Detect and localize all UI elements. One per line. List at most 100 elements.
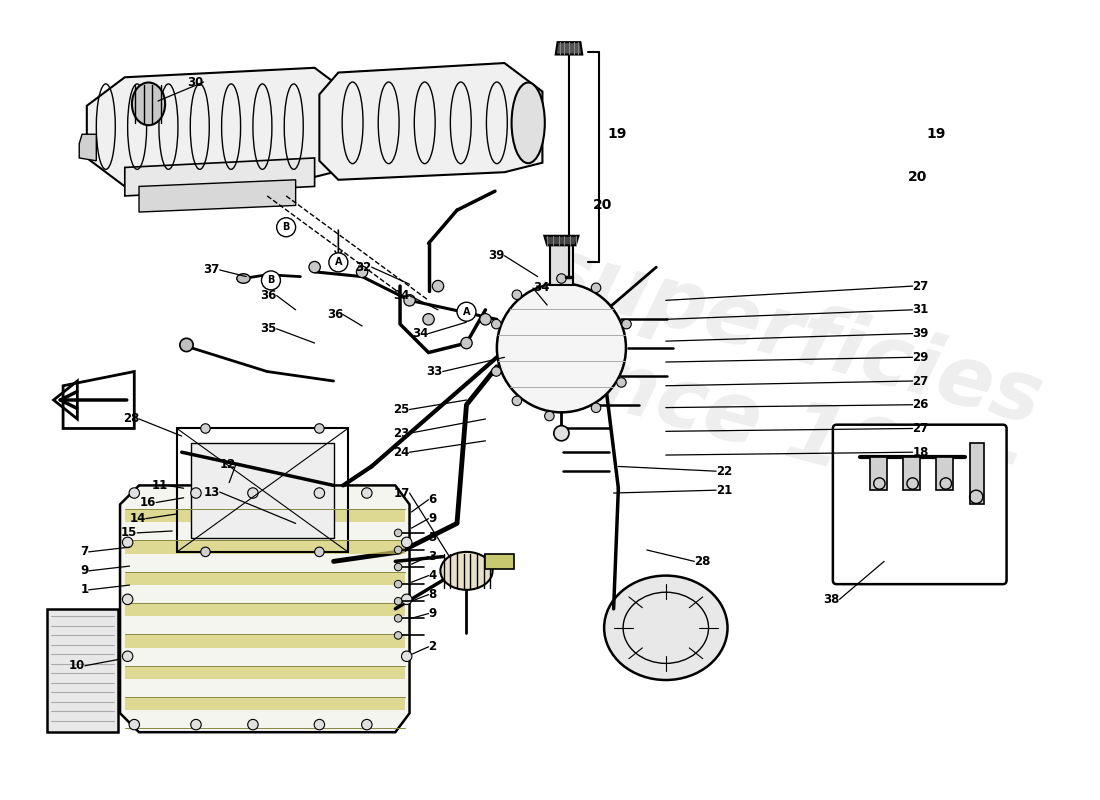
Text: superficies
since 1985: superficies since 1985 (508, 230, 1052, 532)
Circle shape (122, 537, 133, 547)
Text: 23: 23 (394, 426, 409, 440)
Circle shape (513, 396, 521, 406)
Text: 25: 25 (393, 403, 409, 416)
Polygon shape (139, 180, 296, 212)
Text: 2: 2 (429, 640, 437, 654)
Bar (550, 246, 573, 285)
Text: 39: 39 (913, 327, 930, 340)
Circle shape (395, 563, 402, 571)
Polygon shape (319, 63, 542, 180)
Circle shape (315, 488, 324, 498)
Text: 28: 28 (694, 555, 711, 568)
Polygon shape (120, 486, 409, 732)
Circle shape (432, 281, 443, 292)
Circle shape (592, 403, 601, 413)
Circle shape (362, 488, 372, 498)
Text: 6: 6 (429, 493, 437, 506)
Text: 27: 27 (913, 279, 928, 293)
Circle shape (544, 411, 554, 421)
Text: 19: 19 (927, 127, 946, 142)
Text: 34: 34 (393, 289, 409, 302)
Text: 13: 13 (204, 486, 220, 498)
FancyBboxPatch shape (833, 425, 1007, 584)
Circle shape (309, 262, 320, 273)
Text: 27: 27 (913, 422, 928, 435)
Circle shape (329, 253, 348, 272)
Bar (47, 609, 118, 732)
Ellipse shape (132, 82, 165, 126)
Circle shape (395, 614, 402, 622)
Bar (191, 442, 333, 538)
Text: A: A (463, 306, 470, 317)
Text: 9: 9 (429, 607, 437, 620)
Text: 34: 34 (412, 327, 429, 340)
Circle shape (356, 266, 367, 278)
Circle shape (395, 546, 402, 554)
Bar (124, 541, 405, 554)
Polygon shape (556, 42, 582, 54)
Circle shape (456, 302, 476, 322)
Text: 1: 1 (80, 583, 89, 596)
Bar (124, 603, 405, 617)
Circle shape (592, 283, 601, 293)
Text: 10: 10 (68, 659, 85, 672)
Text: 24: 24 (393, 446, 409, 458)
Circle shape (248, 719, 258, 730)
Text: B: B (267, 275, 275, 286)
Circle shape (492, 319, 500, 329)
Ellipse shape (440, 552, 493, 590)
Text: 29: 29 (913, 350, 930, 364)
Text: 21: 21 (716, 484, 733, 497)
Circle shape (492, 366, 500, 376)
Text: 35: 35 (261, 322, 277, 335)
Bar (124, 634, 405, 648)
Circle shape (497, 283, 626, 412)
Text: 31: 31 (913, 303, 928, 316)
Circle shape (395, 598, 402, 605)
Text: 20: 20 (593, 198, 612, 213)
Bar (903, 457, 921, 490)
Text: 20: 20 (908, 170, 927, 184)
Circle shape (179, 338, 194, 351)
Circle shape (461, 338, 472, 349)
Circle shape (315, 547, 324, 557)
Circle shape (422, 314, 435, 325)
Circle shape (395, 580, 402, 588)
Text: 22: 22 (716, 465, 733, 478)
Circle shape (122, 594, 133, 605)
Text: 4: 4 (429, 569, 437, 582)
Circle shape (200, 547, 210, 557)
Bar (485, 554, 514, 569)
Bar (177, 429, 348, 552)
Circle shape (395, 632, 402, 639)
Text: 7: 7 (80, 546, 89, 558)
Circle shape (122, 651, 133, 662)
Bar (870, 457, 887, 490)
Bar (124, 509, 405, 522)
Circle shape (200, 424, 210, 434)
Circle shape (362, 719, 372, 730)
Text: 12: 12 (220, 458, 235, 471)
Polygon shape (544, 236, 579, 246)
Bar (124, 697, 405, 710)
Polygon shape (79, 134, 97, 161)
Circle shape (513, 290, 521, 299)
Text: 36: 36 (327, 308, 343, 321)
Ellipse shape (512, 82, 544, 163)
Bar (124, 666, 405, 679)
Bar (936, 457, 954, 490)
Text: 27: 27 (913, 374, 928, 387)
Text: 36: 36 (261, 289, 277, 302)
Text: 33: 33 (427, 365, 443, 378)
Circle shape (402, 537, 411, 547)
Polygon shape (87, 68, 353, 186)
Text: 3: 3 (429, 550, 437, 563)
Circle shape (248, 488, 258, 498)
Text: 39: 39 (488, 250, 505, 262)
Polygon shape (124, 158, 315, 196)
Text: 34: 34 (532, 282, 549, 294)
Circle shape (404, 294, 415, 306)
Circle shape (315, 719, 324, 730)
Bar (124, 572, 405, 585)
Text: 38: 38 (823, 593, 839, 606)
